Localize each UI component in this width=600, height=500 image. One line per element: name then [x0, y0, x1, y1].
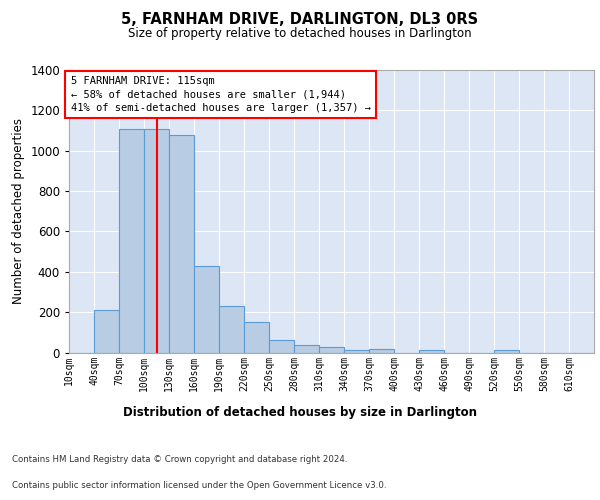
Text: Size of property relative to detached houses in Darlington: Size of property relative to detached ho… [128, 28, 472, 40]
Text: 5 FARNHAM DRIVE: 115sqm
← 58% of detached houses are smaller (1,944)
41% of semi: 5 FARNHAM DRIVE: 115sqm ← 58% of detache… [71, 76, 371, 113]
Bar [144, 128, 169, 352]
Bar [94, 310, 119, 352]
Bar [319, 348, 344, 352]
Text: Contains public sector information licensed under the Open Government Licence v3: Contains public sector information licen… [12, 481, 386, 490]
Text: Contains HM Land Registry data © Crown copyright and database right 2024.: Contains HM Land Registry data © Crown c… [12, 455, 347, 464]
Bar [344, 350, 369, 352]
Y-axis label: Number of detached properties: Number of detached properties [11, 118, 25, 304]
Bar [194, 266, 219, 352]
Text: Distribution of detached houses by size in Darlington: Distribution of detached houses by size … [123, 406, 477, 419]
Bar [219, 306, 244, 352]
Bar [269, 340, 294, 352]
Bar [419, 350, 444, 352]
Bar [294, 345, 319, 352]
Text: 5, FARNHAM DRIVE, DARLINGTON, DL3 0RS: 5, FARNHAM DRIVE, DARLINGTON, DL3 0RS [121, 12, 479, 28]
Bar [244, 322, 269, 352]
Bar [119, 128, 144, 352]
Bar [169, 134, 194, 352]
Bar [494, 350, 519, 352]
Bar [369, 350, 394, 352]
